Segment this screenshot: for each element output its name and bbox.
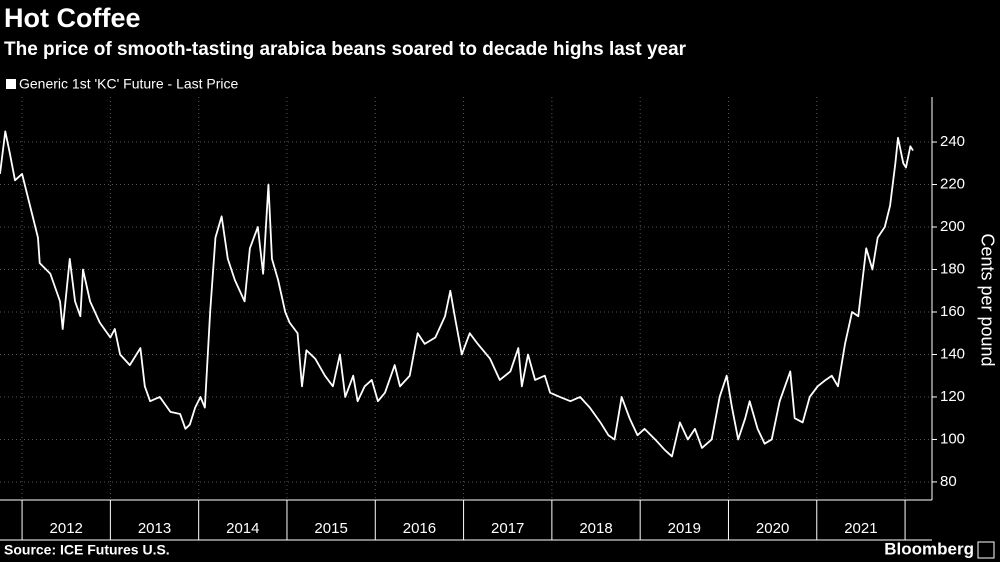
- y-tick-label: 120: [940, 388, 965, 405]
- x-tick-label: 2018: [579, 520, 612, 537]
- x-tick-label: 2017: [491, 520, 524, 537]
- y-tick-label: 160: [940, 303, 965, 320]
- y-tick-label: 100: [940, 430, 965, 447]
- legend-label: Generic 1st 'KC' Future - Last Price: [19, 76, 239, 92]
- x-tick-label: 2016: [403, 520, 436, 537]
- brand: Bloomberg: [884, 539, 974, 558]
- y-axis-label: Cents per pound: [977, 233, 997, 366]
- y-tick-label: 140: [940, 345, 965, 362]
- y-tick-label: 80: [940, 473, 957, 490]
- price-line: [0, 130, 914, 458]
- legend-swatch: [6, 79, 16, 89]
- x-tick-label: 2012: [50, 520, 83, 537]
- source: Source: ICE Futures U.S.: [4, 542, 170, 558]
- x-tick-label: 2014: [226, 520, 259, 537]
- y-tick-label: 180: [940, 260, 965, 277]
- chart-title: Hot Coffee: [4, 3, 141, 33]
- x-tick-label: 2015: [314, 520, 347, 537]
- y-tick-label: 200: [940, 218, 965, 235]
- y-tick-label: 240: [940, 133, 965, 150]
- x-tick-label: 2019: [668, 520, 701, 537]
- y-tick-label: 220: [940, 175, 965, 192]
- x-tick-label: 2021: [844, 520, 877, 537]
- brand-icon: [977, 541, 995, 559]
- x-tick-label: 2020: [756, 520, 789, 537]
- x-tick-label: 2013: [138, 520, 171, 537]
- chart-subtitle: The price of smooth-tasting arabica bean…: [4, 39, 687, 60]
